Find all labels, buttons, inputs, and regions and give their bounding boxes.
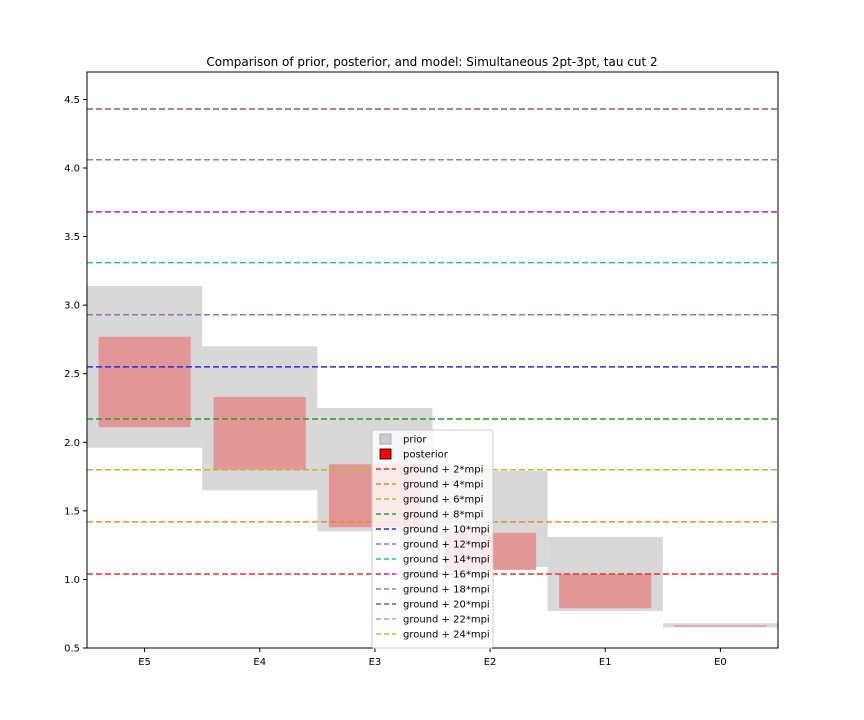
posterior-box-e0 bbox=[674, 625, 767, 627]
y-tick-label: 1.5 bbox=[64, 506, 80, 517]
x-tick-label-e1: E1 bbox=[599, 657, 612, 668]
legend-label: posterior bbox=[403, 450, 449, 461]
y-tick-label: 0.5 bbox=[64, 644, 80, 655]
y-tick-label: 3.0 bbox=[64, 301, 80, 312]
x-tick-label-e4: E4 bbox=[253, 657, 266, 668]
legend-label: ground + 18*mpi bbox=[403, 585, 490, 596]
posterior-box-e1 bbox=[559, 573, 652, 609]
y-tick-label: 4.0 bbox=[64, 164, 80, 175]
legend-label: ground + 6*mpi bbox=[403, 495, 483, 506]
posterior-box-e4 bbox=[213, 397, 306, 470]
legend-label: ground + 10*mpi bbox=[403, 525, 490, 536]
x-tick-label-e2: E2 bbox=[484, 657, 497, 668]
legend: prior posterior ground + 2*mpi ground + 4*m… bbox=[371, 429, 494, 649]
legend-swatch-prior bbox=[379, 433, 392, 445]
y-tick-label: 2.0 bbox=[64, 438, 80, 449]
y-tick-label: 1.0 bbox=[64, 575, 80, 586]
legend-label: ground + 12*mpi bbox=[403, 540, 490, 551]
legend-label: ground + 20*mpi bbox=[403, 600, 490, 611]
posterior-box-e5 bbox=[98, 336, 191, 428]
legend-label: ground + 24*mpi bbox=[403, 630, 490, 641]
chart-title: Comparison of prior, posterior, and mode… bbox=[206, 55, 657, 69]
legend-label: ground + 2*mpi bbox=[403, 465, 483, 476]
x-tick-label-e0: E0 bbox=[714, 657, 727, 668]
legend-label: prior bbox=[403, 435, 427, 446]
legend-box bbox=[371, 429, 494, 649]
legend-label: ground + 4*mpi bbox=[403, 480, 483, 491]
legend-swatch-posterior bbox=[379, 448, 392, 460]
x-tick-label-e5: E5 bbox=[138, 657, 151, 668]
y-tick-label: 3.5 bbox=[64, 232, 80, 243]
legend-label: ground + 22*mpi bbox=[403, 615, 490, 626]
legend-label: ground + 16*mpi bbox=[403, 570, 490, 581]
legend-label: ground + 8*mpi bbox=[403, 510, 483, 521]
y-tick-label: 4.5 bbox=[64, 95, 80, 106]
x-tick-label-e3: E3 bbox=[369, 657, 382, 668]
legend-label: ground + 14*mpi bbox=[403, 555, 490, 566]
y-tick-label: 2.5 bbox=[64, 369, 80, 380]
axes: 0.5 1.0 1.5 2.0 2.5 3.0 3.5 4.0 4.5 E5 E4 E3 E2 E1 E0 bbox=[64, 71, 779, 668]
